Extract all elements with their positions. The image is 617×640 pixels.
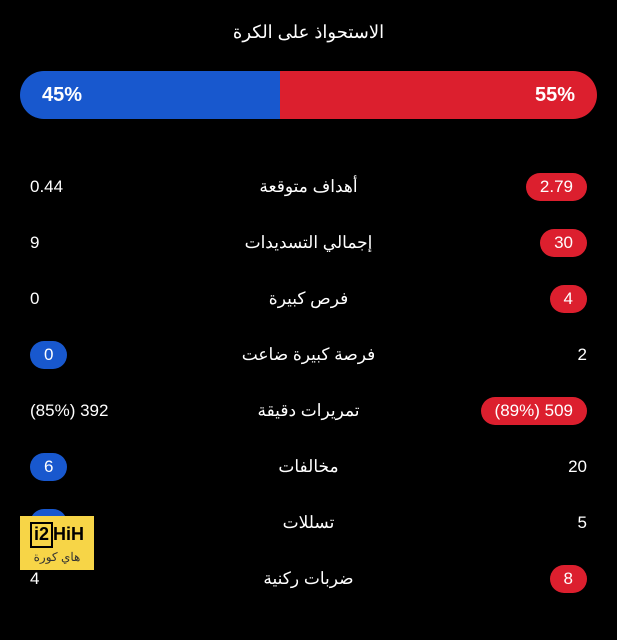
stat-away-value: 0.44	[30, 177, 140, 197]
stat-label: أهداف متوقعة	[140, 177, 477, 197]
stat-away-value: 6	[30, 453, 140, 481]
possession-bar: 55% 45%	[20, 71, 597, 119]
stats-list: 2.79أهداف متوقعة0.4430إجمالي التسديدات94…	[20, 159, 597, 607]
watermark-logo: HiHi2 هاي كورة	[20, 516, 94, 570]
stat-home-value: 30	[477, 229, 587, 257]
stat-home-value: 20	[477, 457, 587, 477]
stat-home-value: 2.79	[477, 173, 587, 201]
stat-label: مخالفات	[140, 457, 477, 477]
stat-row: 2فرصة كبيرة ضاعت0	[20, 327, 597, 383]
stat-row: 509 (89%)تمريرات دقيقة392 (85%)	[20, 383, 597, 439]
stat-away-value: 392 (85%)	[30, 401, 140, 421]
stat-home-value: 509 (89%)	[477, 397, 587, 425]
stat-label: فرص كبيرة	[140, 289, 477, 309]
stat-label: إجمالي التسديدات	[140, 233, 477, 253]
stat-label: فرصة كبيرة ضاعت	[140, 345, 477, 365]
watermark-main: HiHi2	[30, 522, 84, 548]
stat-label: تمريرات دقيقة	[140, 401, 477, 421]
stat-home-value: 8	[477, 565, 587, 593]
stat-label: تسللات	[140, 513, 477, 533]
possession-title: الاستحواذ على الكرة	[20, 0, 597, 71]
possession-away: 45%	[20, 71, 280, 119]
possession-home: 55%	[280, 71, 597, 119]
stat-row: 5تسللات3	[20, 495, 597, 551]
stat-away-value: 9	[30, 233, 140, 253]
watermark-sub: هاي كورة	[30, 550, 84, 564]
stat-home-value: 5	[477, 513, 587, 533]
watermark-text-box: i2	[30, 522, 53, 548]
stat-away-value: 4	[30, 569, 140, 589]
stat-label: ضربات ركنية	[140, 569, 477, 589]
watermark-text-left: HiH	[53, 524, 84, 544]
stat-row: 30إجمالي التسديدات9	[20, 215, 597, 271]
stat-away-value: 0	[30, 341, 140, 369]
stat-home-value: 4	[477, 285, 587, 313]
stat-row: 20مخالفات6	[20, 439, 597, 495]
stat-away-value: 0	[30, 289, 140, 309]
stat-row: 8ضربات ركنية4	[20, 551, 597, 607]
stat-row: 2.79أهداف متوقعة0.44	[20, 159, 597, 215]
stat-row: 4فرص كبيرة0	[20, 271, 597, 327]
stat-home-value: 2	[477, 345, 587, 365]
